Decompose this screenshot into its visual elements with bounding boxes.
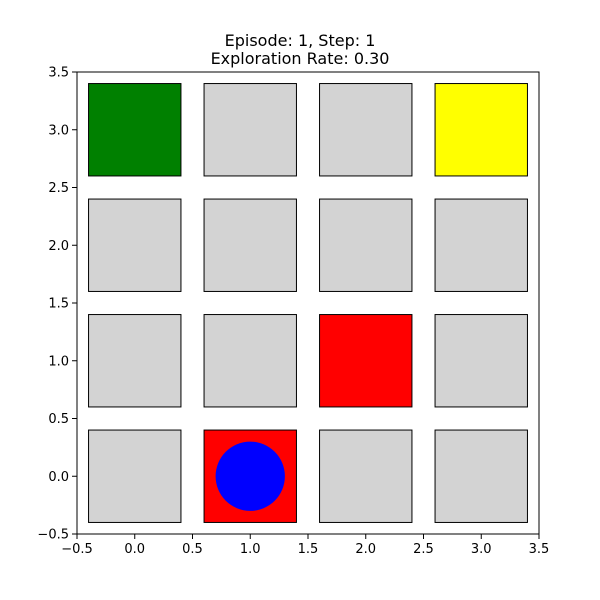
y-tick-label: 1.5	[48, 297, 69, 312]
grid-cell-empty	[319, 83, 413, 177]
agent-layer	[215, 441, 285, 511]
chart-title-line-1: Episode: 1, Step: 1	[224, 31, 376, 50]
x-axis-ticks: −0.5 0.0 0.5 1.0 1.5 2.0 2.5 3.0 3.5	[61, 534, 549, 557]
grid-cell-empty	[319, 198, 413, 292]
x-tick-label: 3.0	[471, 542, 492, 557]
grid-cell-empty	[434, 314, 528, 408]
grid-cell-empty	[203, 314, 297, 408]
grid-cell-empty	[203, 83, 297, 177]
x-tick-label: 0.0	[124, 542, 145, 557]
x-tick-label: 2.0	[355, 542, 376, 557]
x-tick-label: 3.5	[529, 542, 550, 557]
agent-marker	[215, 441, 285, 511]
y-tick-label: 3.0	[48, 123, 69, 138]
grid-cell-empty	[88, 429, 182, 523]
chart-title-line-2: Exploration Rate: 0.30	[210, 49, 390, 68]
y-tick-label: 2.5	[48, 181, 69, 196]
grid-cell-empty	[88, 198, 182, 292]
y-tick-label: 1.0	[48, 354, 69, 369]
grid-cell-empty	[434, 429, 528, 523]
y-tick-label: 0.5	[48, 412, 69, 427]
grid-cell-empty	[319, 429, 413, 523]
x-tick-label: 1.5	[298, 542, 319, 557]
grid-cell-empty	[434, 198, 528, 292]
y-tick-label: −0.5	[37, 528, 69, 543]
grid-cell-empty	[88, 314, 182, 408]
grid-cell-empty	[203, 198, 297, 292]
x-tick-label: 1.0	[240, 542, 261, 557]
x-tick-label: 0.5	[182, 542, 203, 557]
y-tick-label: 3.5	[48, 66, 69, 81]
x-tick-label: −0.5	[61, 542, 93, 557]
y-tick-label: 0.0	[48, 470, 69, 485]
grid-cell-goal	[88, 83, 182, 177]
y-tick-label: 2.0	[48, 239, 69, 254]
grid-cells	[88, 83, 528, 523]
y-axis-ticks: −0.5 0.0 0.5 1.0 1.5 2.0 2.5 3.0 3.5	[37, 66, 77, 543]
grid-cell-hazard	[319, 314, 413, 408]
grid-cell-special	[434, 83, 528, 177]
x-tick-label: 2.5	[413, 542, 434, 557]
